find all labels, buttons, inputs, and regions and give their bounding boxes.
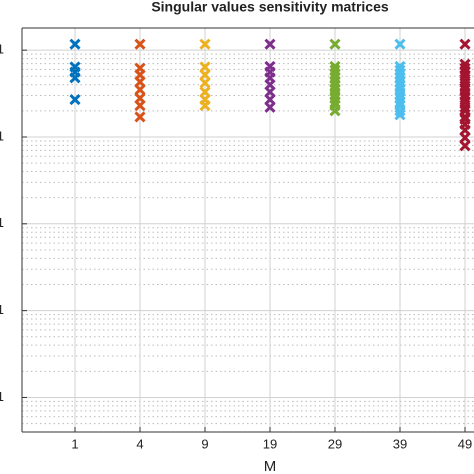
- x-tick-label: 1: [71, 436, 78, 451]
- x-tick-label: 39: [393, 436, 407, 451]
- marker: [394, 109, 406, 121]
- marker: [459, 140, 471, 152]
- marker: [329, 96, 341, 108]
- marker: [394, 96, 406, 108]
- marker: [199, 38, 211, 50]
- marker: [134, 111, 146, 123]
- marker: [459, 101, 471, 113]
- marker: [199, 77, 211, 89]
- marker: [69, 72, 81, 84]
- y-tick-label: 0.0001: [0, 389, 4, 404]
- y-tick-label: 0.01: [0, 215, 4, 230]
- marker: [199, 100, 211, 112]
- chart-title: Singular values sensitivity matrices: [151, 0, 389, 15]
- marker: [134, 100, 146, 112]
- y-tick-label: 1: [0, 42, 4, 57]
- y-tick-label: 0.1: [0, 128, 4, 143]
- x-tick-label: 29: [328, 436, 342, 451]
- marker: [459, 38, 471, 50]
- marker: [459, 132, 471, 144]
- marker: [329, 105, 341, 117]
- x-axis-label: M: [264, 458, 277, 474]
- x-tick-label: 9: [201, 436, 208, 451]
- marker: [329, 38, 341, 50]
- marker: [69, 93, 81, 106]
- marker: [264, 38, 276, 50]
- marker: [69, 38, 81, 50]
- marker: [134, 84, 146, 96]
- y-tick-label: 0.001: [0, 302, 4, 317]
- marker: [134, 38, 146, 50]
- marker: [264, 101, 276, 113]
- marker: [394, 38, 406, 50]
- x-tick-label: 19: [263, 436, 277, 451]
- x-tick-label: 4: [136, 436, 143, 451]
- x-tick-label: 49: [458, 436, 472, 451]
